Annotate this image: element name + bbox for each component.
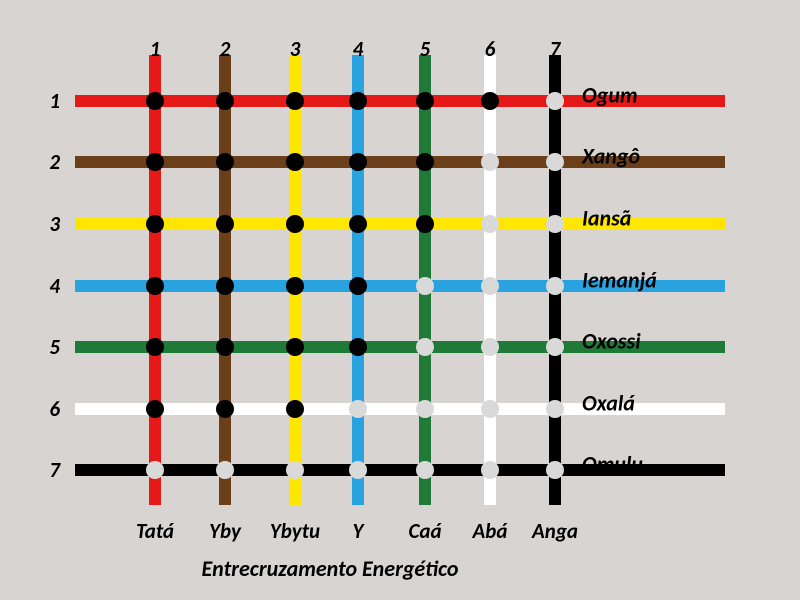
row-label-1: Ogum — [582, 82, 638, 109]
row-number-4: 4 — [40, 273, 60, 299]
column-label-2: Yby — [209, 518, 241, 544]
row-label-6: Oxalá — [582, 390, 635, 417]
intersection-dot-r3-c3 — [286, 215, 304, 233]
intersection-dot-r6-c3 — [286, 400, 304, 418]
intersection-dot-r2-c7 — [546, 153, 564, 171]
row-label-5: Oxossi — [582, 328, 641, 355]
column-number-2: 2 — [220, 36, 231, 62]
intersection-dot-r3-c1 — [146, 215, 164, 233]
intersection-dot-r1-c3 — [286, 92, 304, 110]
column-number-7: 7 — [550, 36, 561, 62]
row-label-4: Iemanjá — [582, 267, 657, 294]
intersection-dot-r7-c4 — [349, 461, 367, 479]
intersection-dot-r7-c7 — [546, 461, 564, 479]
column-label-7: Anga — [532, 518, 578, 544]
intersection-dot-r7-c2 — [216, 461, 234, 479]
intersection-dot-r2-c3 — [286, 153, 304, 171]
intersection-dot-r1-c7 — [546, 92, 564, 110]
intersection-dot-r3-c5 — [416, 215, 434, 233]
column-label-4: Y — [353, 518, 364, 544]
row-number-5: 5 — [40, 334, 60, 360]
diagram-title: Entrecruzamento Energético — [202, 555, 459, 582]
intersection-dot-r3-c4 — [349, 215, 367, 233]
intersection-dot-r6-c7 — [546, 400, 564, 418]
diagram-stage: 1 2 3 4 5 6 7 1 2 3 4 5 6 7 Ogum Xangô Iansã Iemanjá Oxoss… — [0, 0, 800, 600]
intersection-dot-r1-c2 — [216, 92, 234, 110]
row-label-2: Xangô — [582, 143, 640, 170]
intersection-dot-r4-c3 — [286, 277, 304, 295]
intersection-dot-r7-c1 — [146, 461, 164, 479]
row-number-7: 7 — [40, 457, 60, 483]
intersection-dot-r6-c4 — [349, 400, 367, 418]
column-number-6: 6 — [485, 36, 496, 62]
column-number-1: 1 — [150, 36, 161, 62]
intersection-dot-r2-c6 — [481, 153, 499, 171]
intersection-dot-r5-c4 — [349, 338, 367, 356]
intersection-dot-r4-c1 — [146, 277, 164, 295]
intersection-dot-r5-c6 — [481, 338, 499, 356]
intersection-dot-r3-c6 — [481, 215, 499, 233]
row-number-2: 2 — [40, 149, 60, 175]
intersection-dot-r7-c6 — [481, 461, 499, 479]
column-number-5: 5 — [420, 36, 431, 62]
row-label-7: Omulu — [582, 451, 643, 478]
intersection-dot-r4-c4 — [349, 277, 367, 295]
intersection-dot-r4-c6 — [481, 277, 499, 295]
intersection-dot-r2-c2 — [216, 153, 234, 171]
row-number-6: 6 — [40, 396, 60, 422]
row-number-3: 3 — [40, 211, 60, 237]
intersection-dot-r4-c7 — [546, 277, 564, 295]
intersection-dot-r2-c5 — [416, 153, 434, 171]
intersection-dot-r5-c2 — [216, 338, 234, 356]
intersection-dot-r4-c5 — [416, 277, 434, 295]
row-number-1: 1 — [40, 88, 60, 114]
intersection-dot-r4-c2 — [216, 277, 234, 295]
row-label-3: Iansã — [582, 205, 631, 232]
column-number-3: 3 — [290, 36, 301, 62]
intersection-dot-r7-c5 — [416, 461, 434, 479]
intersection-dot-r1-c1 — [146, 92, 164, 110]
intersection-dot-r3-c7 — [546, 215, 564, 233]
intersection-dot-r5-c5 — [416, 338, 434, 356]
intersection-dot-r2-c4 — [349, 153, 367, 171]
column-label-1: Tatá — [136, 518, 174, 544]
intersection-dot-r3-c2 — [216, 215, 234, 233]
intersection-dot-r6-c1 — [146, 400, 164, 418]
column-label-6: Abá — [473, 518, 508, 544]
intersection-dot-r5-c1 — [146, 338, 164, 356]
intersection-dot-r5-c7 — [546, 338, 564, 356]
intersection-dot-r1-c4 — [349, 92, 367, 110]
column-number-4: 4 — [353, 36, 364, 62]
intersection-dot-r6-c6 — [481, 400, 499, 418]
intersection-dot-r6-c2 — [216, 400, 234, 418]
column-label-5: Caá — [408, 518, 441, 544]
column-label-3: Ybytu — [270, 518, 320, 544]
intersection-dot-r7-c3 — [286, 461, 304, 479]
intersection-dot-r1-c5 — [416, 92, 434, 110]
intersection-dot-r5-c3 — [286, 338, 304, 356]
intersection-dot-r2-c1 — [146, 153, 164, 171]
intersection-dot-r1-c6 — [481, 92, 499, 110]
intersection-dot-r6-c5 — [416, 400, 434, 418]
